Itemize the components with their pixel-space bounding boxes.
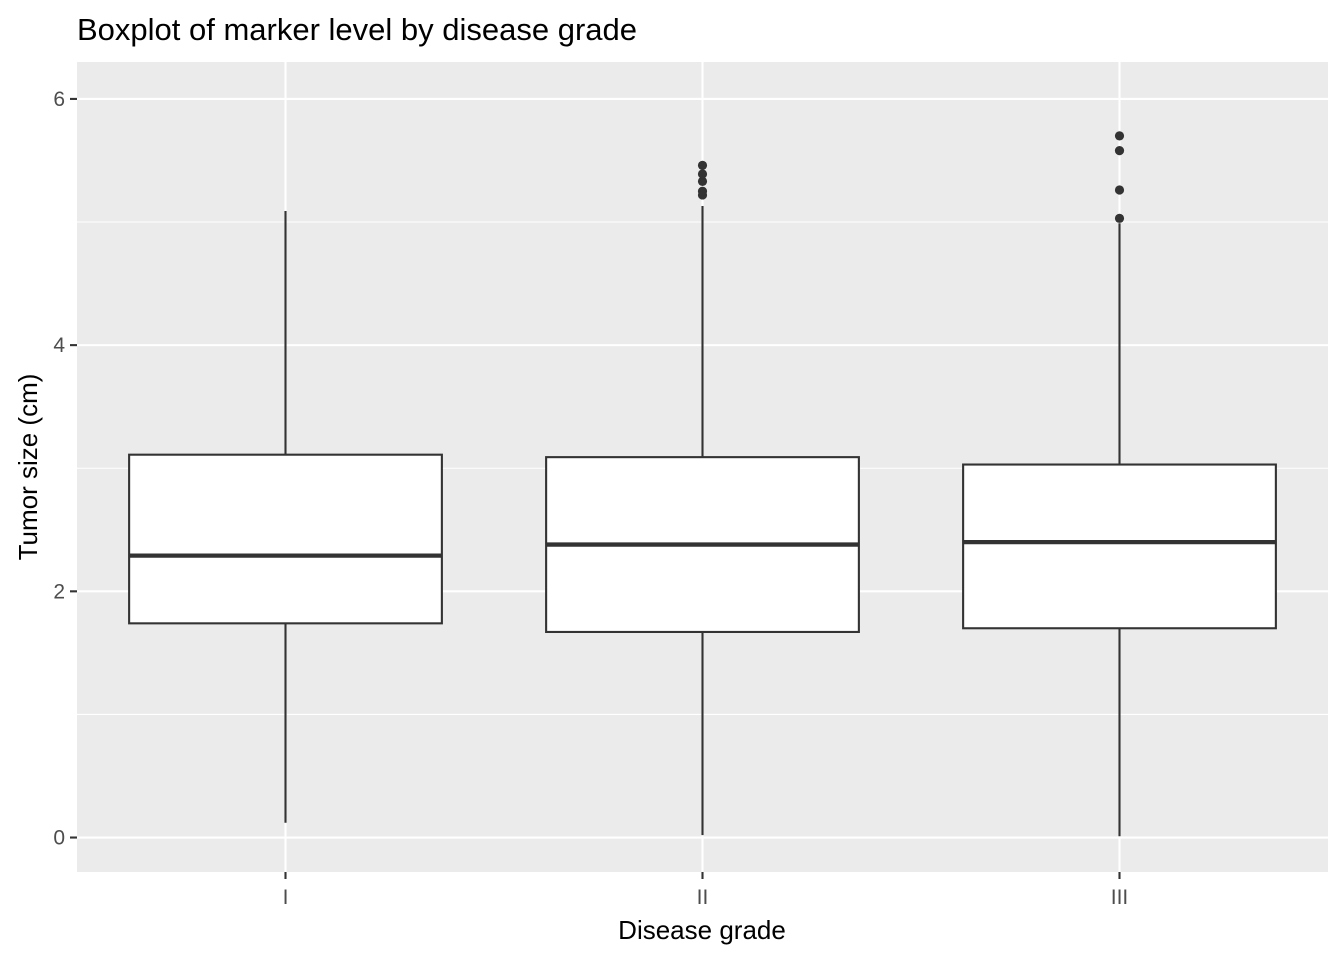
x-axis-title: Disease grade bbox=[618, 915, 786, 945]
box-grade-iii bbox=[962, 131, 1277, 837]
outlier-point bbox=[697, 160, 708, 171]
outlier-point bbox=[697, 169, 708, 179]
boxes-layer bbox=[128, 131, 1277, 837]
outlier-point bbox=[1114, 185, 1125, 195]
outlier-point bbox=[1114, 131, 1125, 141]
y-tick-label: 4 bbox=[53, 334, 65, 357]
x-tick-label: II bbox=[697, 886, 709, 909]
x-tick-label: I bbox=[283, 886, 289, 909]
x-tick-label: III bbox=[1111, 886, 1129, 909]
x-axis: I II III bbox=[283, 872, 1129, 909]
y-tick-label: 0 bbox=[53, 827, 65, 850]
outlier-point bbox=[1114, 146, 1125, 156]
y-axis: 0 2 4 6 bbox=[53, 88, 77, 850]
box-iqr bbox=[962, 463, 1277, 630]
box-grade-ii bbox=[545, 160, 860, 836]
chart-title: Boxplot of marker level by disease grade bbox=[77, 12, 637, 47]
y-tick-label: 2 bbox=[53, 580, 65, 603]
outlier-point bbox=[697, 186, 708, 196]
box-grade-i bbox=[128, 210, 443, 823]
y-tick-label: 6 bbox=[53, 88, 65, 111]
box-iqr bbox=[128, 453, 443, 625]
y-axis-title: Tumor size (cm) bbox=[13, 374, 43, 561]
outlier-point bbox=[697, 176, 708, 187]
outlier-point bbox=[1114, 213, 1125, 223]
